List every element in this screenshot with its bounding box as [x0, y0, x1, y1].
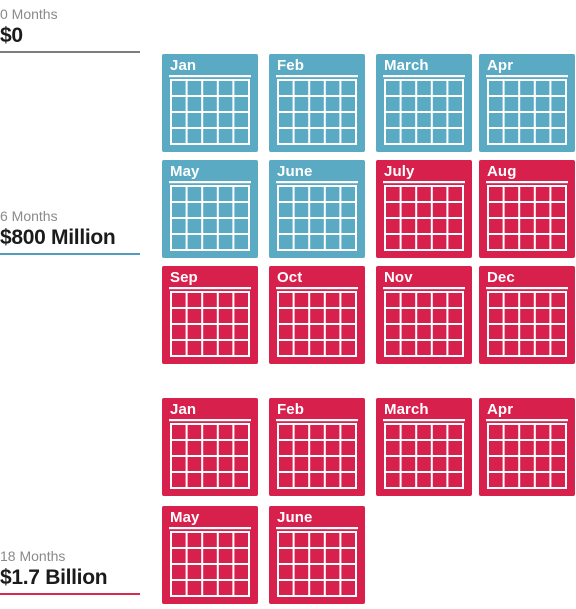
calendar-grid-icon: [276, 287, 358, 357]
calendar-month-tile: Oct: [269, 266, 365, 364]
calendar-month-tile: Nov: [376, 266, 472, 364]
milestone-amount: $800 Million: [0, 226, 116, 249]
milestone-period: 6 Months: [0, 208, 58, 224]
milestone-6-months: 6 Months $800 Million: [0, 208, 140, 255]
calendar-month-label: Sep: [170, 269, 198, 286]
calendar-month-label: Nov: [384, 269, 413, 286]
calendar-grid-icon: [169, 287, 251, 357]
calendar-grid-icon: [486, 287, 568, 357]
calendar-month-tile: Aug: [479, 160, 575, 258]
calendar-month-label: Apr: [487, 57, 514, 74]
milestone-18-months: 18 Months $1.7 Billion: [0, 548, 140, 595]
calendar-month-tile: Apr: [479, 398, 575, 496]
calendar-grid-icon: [169, 75, 251, 145]
calendar-month-label: Dec: [487, 269, 515, 286]
calendar-grid-icon: [383, 75, 465, 145]
milestone-rule: [0, 51, 140, 53]
calendar-grid-icon: [169, 181, 251, 251]
calendar-month-tile: Dec: [479, 266, 575, 364]
milestone-period: 0 Months: [0, 6, 58, 22]
calendar-month-label: March: [384, 401, 429, 418]
milestone-rule: [0, 593, 140, 595]
calendar-grid-icon: [486, 75, 568, 145]
calendar-month-label: Feb: [277, 57, 304, 74]
calendar-month-label: July: [384, 163, 415, 180]
calendar-grid-icon: [276, 527, 358, 597]
calendar-month-label: May: [170, 163, 200, 180]
calendar-month-tile: Jan: [162, 398, 258, 496]
calendar-month-label: May: [170, 509, 200, 526]
calendar-grid-icon: [383, 419, 465, 489]
calendar-month-tile: Feb: [269, 398, 365, 496]
calendar-grid-icon: [486, 181, 568, 251]
calendar-month-label: Apr: [487, 401, 514, 418]
calendar-month-label: June: [277, 163, 313, 180]
milestone-amount: $1.7 Billion: [0, 566, 108, 589]
calendar-grid-icon: [276, 75, 358, 145]
calendar-month-tile: May: [162, 160, 258, 258]
calendar-grid-icon: [169, 419, 251, 489]
milestone-amount: $0: [0, 24, 23, 47]
milestone-rule: [0, 253, 140, 255]
calendar-month-tile: March: [376, 54, 472, 152]
calendar-grid-icon: [383, 181, 465, 251]
calendar-month-tile: Jan: [162, 54, 258, 152]
calendar-month-tile: June: [269, 506, 365, 604]
calendar-grid-icon: [486, 419, 568, 489]
calendar-month-tile: Feb: [269, 54, 365, 152]
calendar-month-label: Oct: [277, 269, 303, 286]
calendar-month-tile: Apr: [479, 54, 575, 152]
milestone-period: 18 Months: [0, 548, 66, 564]
calendar-grid-icon: [276, 419, 358, 489]
calendar-month-label: June: [277, 509, 313, 526]
calendar-grid-icon: [276, 181, 358, 251]
calendar-grid-icon: [383, 287, 465, 357]
calendar-month-label: Aug: [487, 163, 517, 180]
calendar-month-tile: May: [162, 506, 258, 604]
calendar-month-tile: July: [376, 160, 472, 258]
calendar-month-tile: March: [376, 398, 472, 496]
calendar-month-label: March: [384, 57, 429, 74]
calendar-month-tile: June: [269, 160, 365, 258]
calendar-month-label: Jan: [170, 57, 197, 74]
milestone-0-months: 0 Months $0: [0, 6, 140, 53]
calendar-month-label: Feb: [277, 401, 304, 418]
calendar-month-tile: Sep: [162, 266, 258, 364]
calendar-grid-icon: [169, 527, 251, 597]
calendar-month-label: Jan: [170, 401, 197, 418]
